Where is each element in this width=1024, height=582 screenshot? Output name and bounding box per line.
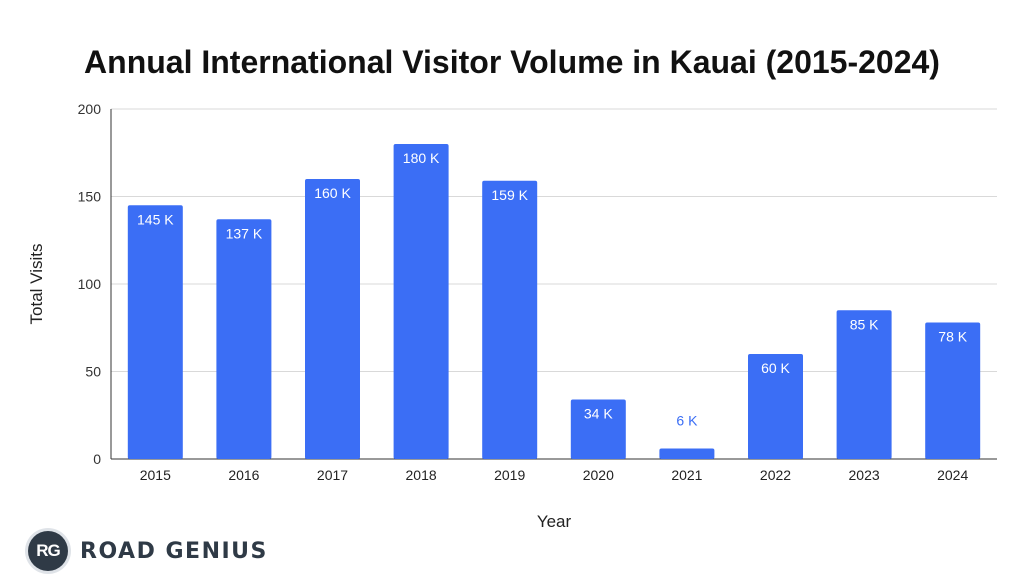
x-tick-label: 2020 (583, 467, 614, 483)
x-tick-label: 2024 (937, 467, 968, 483)
bar-2023 (836, 310, 892, 459)
data-label-2016: 137 K (226, 225, 263, 241)
bar-2019 (482, 180, 538, 459)
x-tick-label: 2015 (140, 467, 171, 483)
road-genius-logo: RG ROAD GENIUS (28, 530, 268, 572)
bar-2017 (305, 179, 360, 459)
x-tick-label: 2019 (494, 467, 525, 483)
data-label-2022: 60 K (761, 360, 790, 376)
bar-2024 (925, 322, 981, 459)
bar-2021 (659, 448, 715, 459)
y-tick-label: 100 (78, 276, 102, 292)
logo-badge: RG (28, 531, 68, 571)
data-label-2024: 78 K (938, 329, 967, 345)
bar-2022 (748, 354, 803, 459)
data-label-2023: 85 K (850, 316, 879, 332)
x-axis-title: Year (537, 512, 572, 531)
y-tick-label: 150 (78, 189, 102, 205)
data-label-2020: 34 K (584, 406, 613, 422)
x-tick-label: 2016 (228, 467, 259, 483)
data-label-2017: 160 K (314, 185, 351, 201)
logo-text: ROAD GENIUS (80, 538, 268, 564)
y-tick-label: 0 (93, 451, 101, 467)
x-tick-label: 2022 (760, 467, 791, 483)
bar-2015 (127, 205, 183, 459)
x-tick-label: 2017 (317, 467, 348, 483)
data-label-2015: 145 K (137, 211, 174, 227)
data-label-2019: 159 K (491, 187, 528, 203)
x-tick-label: 2021 (671, 467, 702, 483)
data-label-2018: 180 K (403, 150, 440, 166)
bar-2016 (216, 219, 272, 459)
data-label-2021: 6 K (676, 413, 698, 429)
data-labels: 145 K 137 K 160 K 180 K 159 K 34 K 6 K 60 K 85 K… (137, 150, 968, 429)
x-tick-label: 2018 (406, 467, 437, 483)
bars (127, 144, 981, 459)
chart-title: Annual International Visitor Volume in K… (84, 44, 940, 80)
bar-2020 (570, 399, 626, 459)
axes: 0 50 100 150 200 2015 2016 2017 2018 2019 2020 2021… (78, 101, 997, 483)
y-axis-title: Total Visits (27, 244, 46, 325)
x-tick-label: 2023 (849, 467, 880, 483)
y-tick-label: 50 (85, 364, 101, 380)
bar-2018 (393, 144, 449, 459)
y-tick-label: 200 (78, 101, 102, 117)
